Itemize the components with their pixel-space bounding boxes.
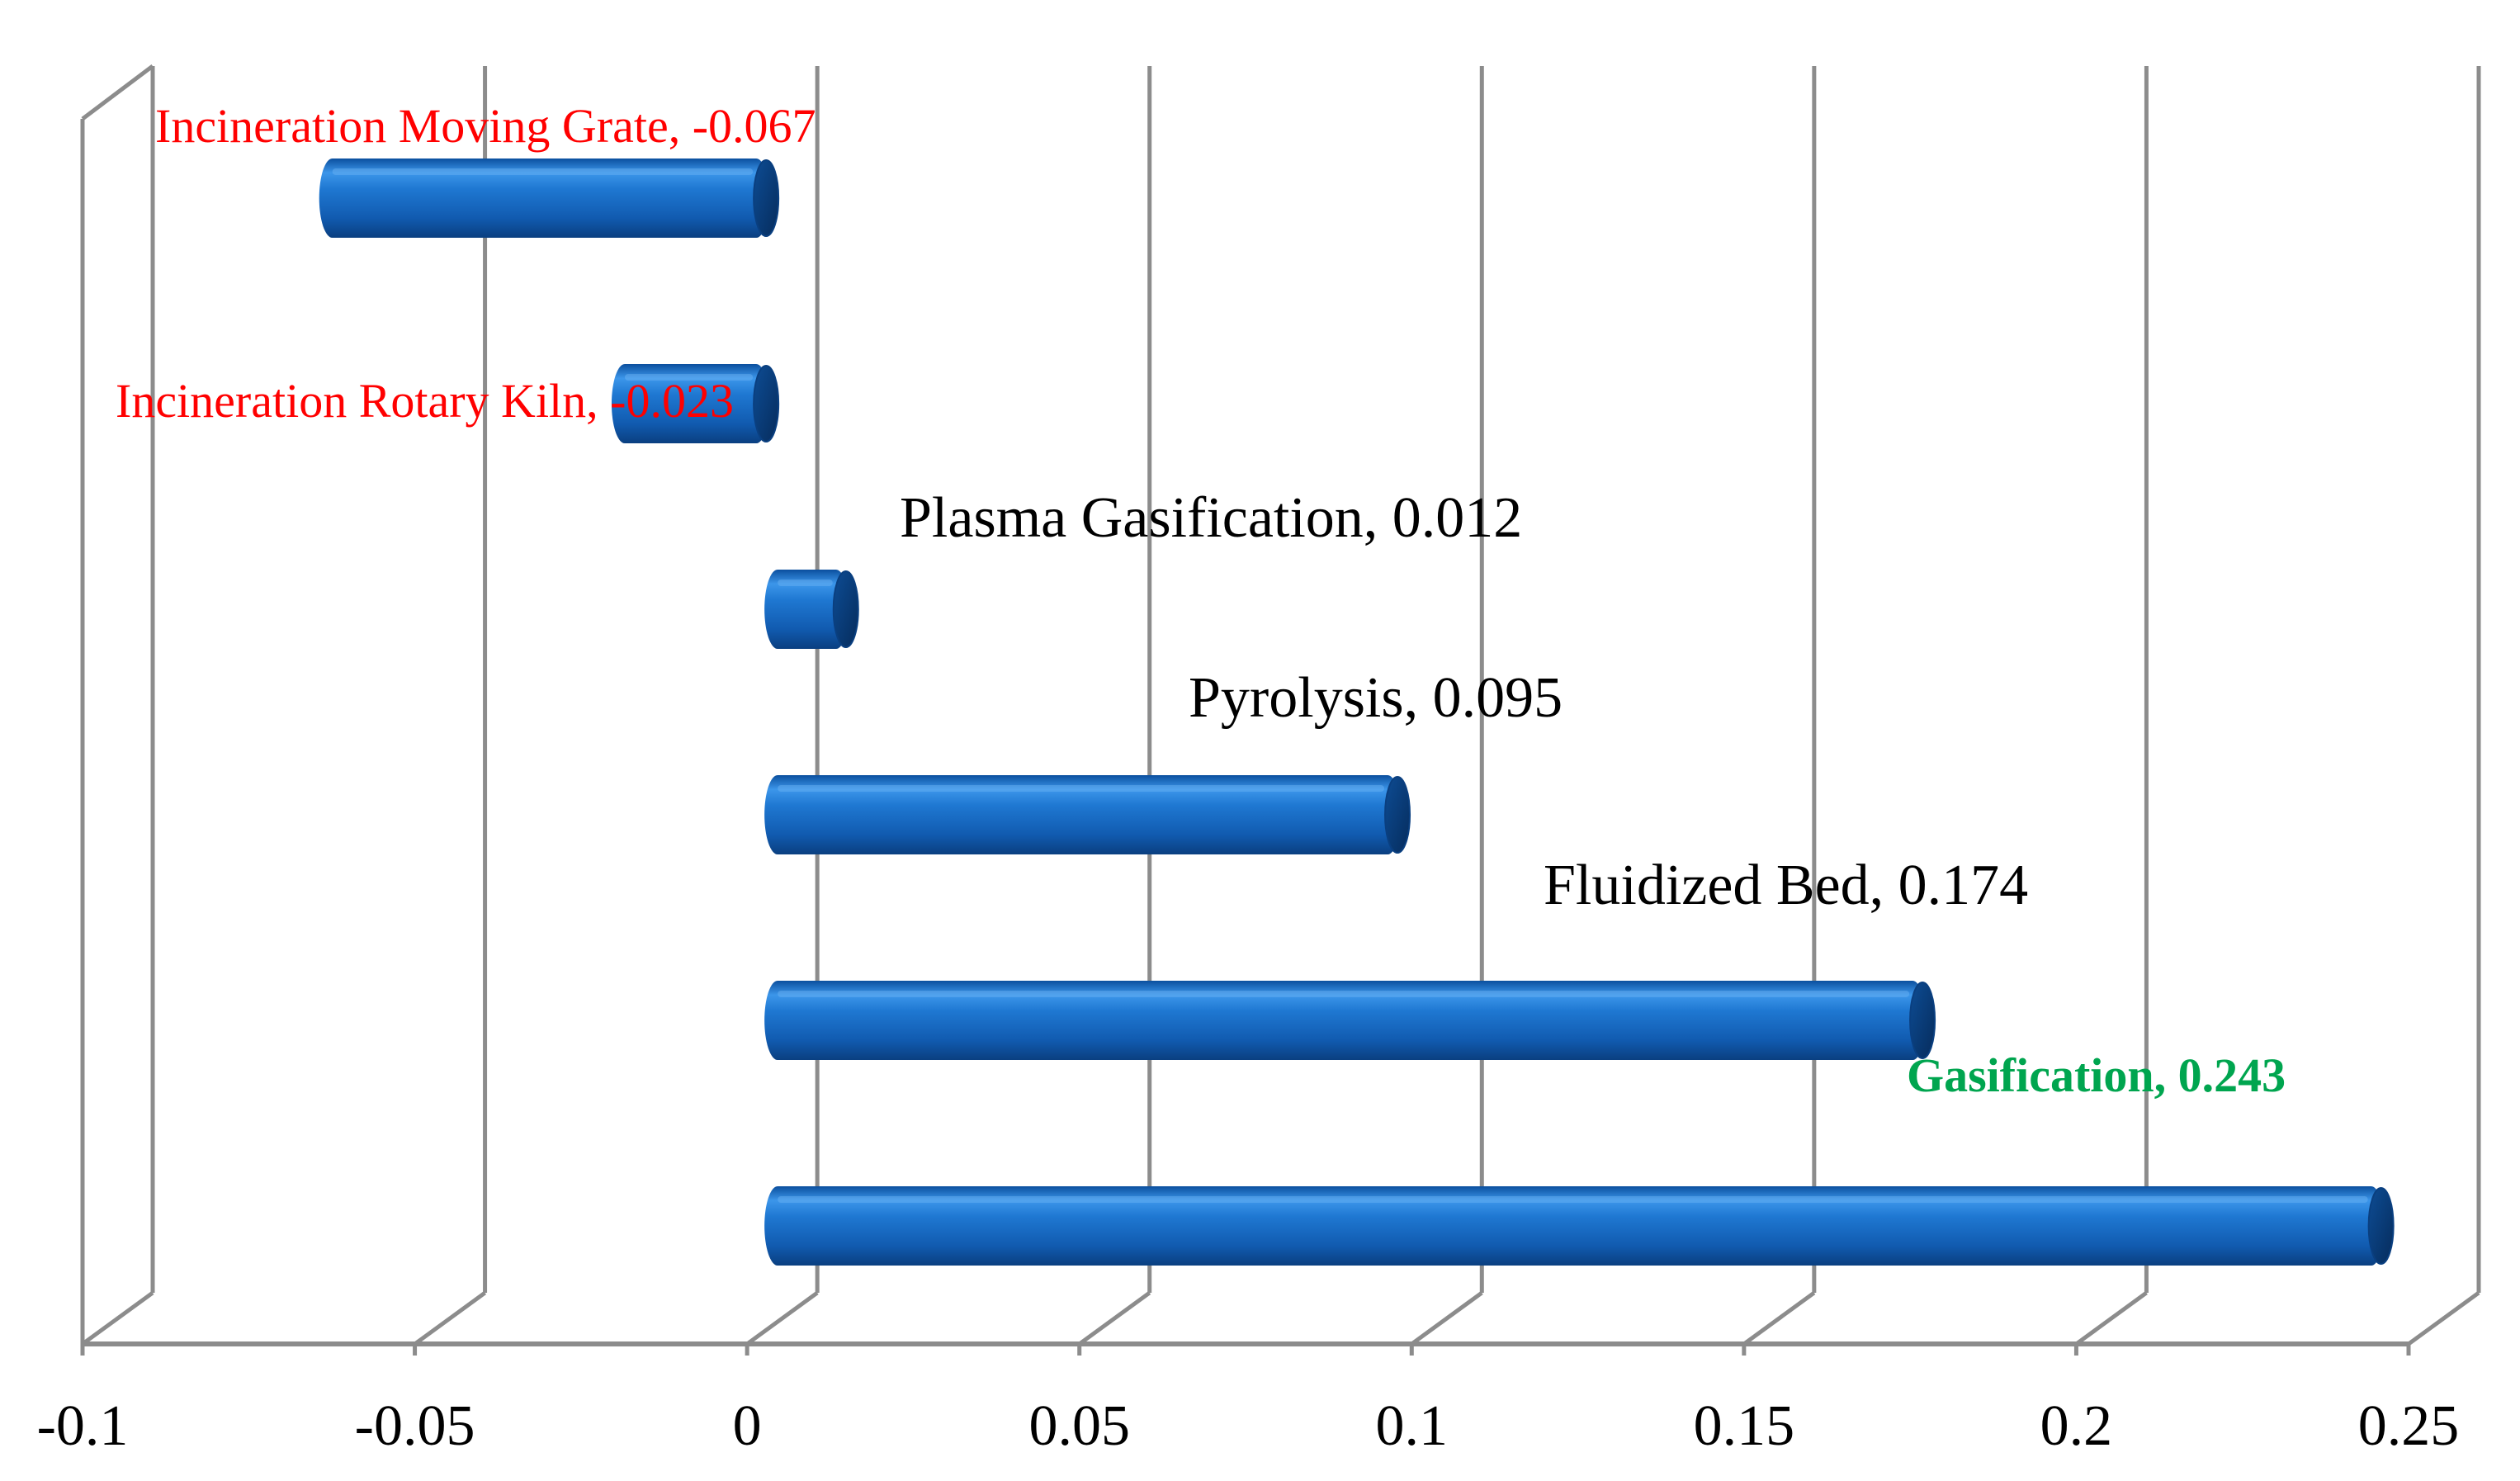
floor-gridline	[81, 1290, 154, 1346]
x-axis-tick-labels: -0.1 -0.05 0 0.05 0.1 0.15 0.2 0.25	[37, 1394, 2460, 1458]
x-tick-label: 0	[733, 1394, 762, 1458]
bars	[319, 159, 2395, 1266]
bar-end-cap	[832, 570, 859, 648]
data-label: Incineration Rotary Kiln, -0.023	[116, 374, 734, 428]
x-tick-label: -0.05	[355, 1394, 475, 1458]
bar-incineration-moving-grate	[319, 159, 780, 238]
bar-highlight	[778, 785, 1385, 792]
left-wall-top-edge	[81, 64, 154, 121]
data-label: Fluidized Bed, 0.174	[1544, 854, 2028, 917]
floor-gridline	[1742, 1290, 1816, 1346]
bar-end-cap	[2367, 1187, 2395, 1265]
data-label: Incineration Moving Grate, -0.067	[155, 99, 816, 153]
x-tick-label: -0.1	[37, 1394, 129, 1458]
bar-fluidized-bed	[764, 981, 1936, 1060]
x-tick-label: 0.15	[1694, 1394, 1795, 1458]
bar-incineration-rotary-kiln	[611, 364, 780, 443]
bar-end-cap	[1384, 776, 1411, 854]
bar-body	[319, 159, 770, 238]
bar-end-cap	[753, 159, 780, 237]
bar-highlight	[624, 374, 754, 381]
data-label: Pyrolysis, 0.095	[1189, 666, 1563, 730]
bar-body	[764, 1186, 2385, 1266]
bar-highlight	[332, 168, 754, 175]
bar-end-cap	[1909, 982, 1936, 1059]
bar-plasma-gasification	[764, 570, 859, 649]
x-tick-label: 0.05	[1028, 1394, 1130, 1458]
floor-gridline	[1078, 1290, 1151, 1346]
bar-gasification	[764, 1186, 2395, 1266]
data-labels: Incineration Moving Grate, -0.067 Inciner…	[116, 99, 2286, 1102]
x-tick-label: 0.25	[2358, 1394, 2460, 1458]
bar-end-cap	[753, 365, 780, 442]
bar-body	[764, 570, 849, 649]
bar-highlight	[778, 580, 833, 586]
floor-gridline	[2074, 1290, 2148, 1346]
floor-gridline	[745, 1290, 819, 1346]
bar-body	[611, 364, 770, 443]
bar-highlight	[778, 1196, 2368, 1203]
gridlines	[80, 64, 2481, 1356]
floor-gridline	[2407, 1290, 2480, 1346]
data-label: Plasma Gasification, 0.012	[900, 486, 1522, 550]
bar-body	[764, 775, 1402, 854]
x-tick-label: 0.1	[1376, 1394, 1449, 1458]
floor-gridline	[414, 1290, 487, 1346]
floor-gridline	[1410, 1290, 1483, 1346]
bar-pyrolysis	[764, 775, 1411, 854]
bar-highlight	[778, 991, 1910, 997]
bar-body	[764, 981, 1927, 1060]
data-label: Gasification, 0.243	[1907, 1048, 2286, 1102]
x-tick-label: 0.2	[2040, 1394, 2113, 1458]
